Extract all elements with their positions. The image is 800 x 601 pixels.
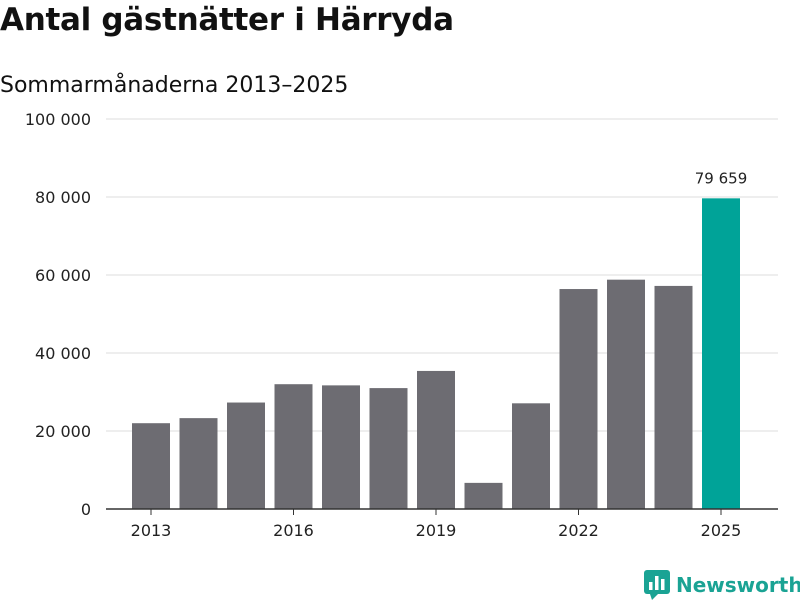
bar-2024: [654, 285, 693, 509]
bar-2014: [179, 418, 218, 509]
y-tick-label: 20 000: [35, 422, 91, 441]
bar-2018: [369, 388, 408, 509]
bars: [132, 198, 740, 509]
data-labels: 79 659: [695, 169, 748, 187]
y-axis-labels: 0 20 000 40 000 60 000 80 000 100 000: [25, 110, 91, 519]
data-label: 79 659: [695, 169, 748, 187]
y-tick-label: 0: [81, 500, 91, 519]
bar-2016: [274, 384, 313, 509]
bar-2017: [322, 385, 360, 509]
chart-subtitle: Sommarmånaderna 2013–2025: [0, 73, 349, 98]
x-tick-label: 2022: [558, 521, 599, 540]
x-tick-label: 2013: [131, 521, 172, 540]
bar-2022: [559, 289, 598, 509]
x-tick-label: 2016: [273, 521, 314, 540]
bar-2021: [512, 403, 550, 509]
bar-2025: [702, 198, 740, 509]
bar-2019: [417, 370, 455, 509]
bar-2023: [607, 279, 645, 509]
y-tick-label: 60 000: [35, 266, 91, 285]
newsworthy-logo[interactable]: Newsworthy: [644, 569, 800, 601]
y-tick-label: 80 000: [35, 188, 91, 207]
chart-title: Antal gästnätter i Härryda: [0, 2, 454, 38]
x-tick-label: 2019: [416, 521, 457, 540]
bar-2013: [132, 423, 170, 509]
bar-2020: [464, 482, 503, 509]
brand-name: Newsworthy: [676, 573, 800, 597]
bar-2015: [227, 402, 265, 509]
y-tick-label: 100 000: [25, 110, 91, 129]
bar-chart-icon: [644, 570, 670, 600]
x-tick-label: 2025: [701, 521, 742, 540]
x-axis: 2013 2016 2019 2022 2025: [106, 508, 778, 540]
y-tick-label: 40 000: [35, 344, 91, 363]
